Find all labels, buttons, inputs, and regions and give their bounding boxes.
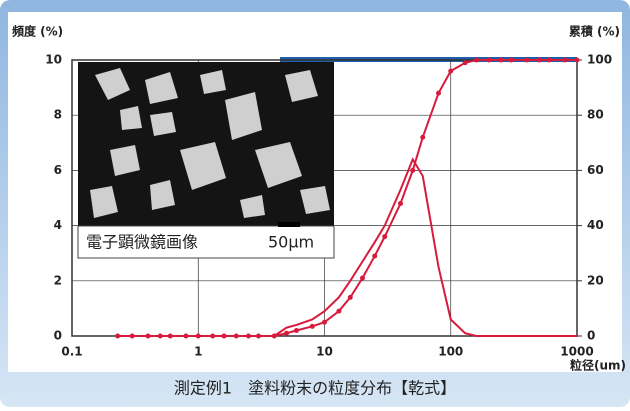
point bbox=[508, 58, 513, 63]
point bbox=[463, 60, 468, 65]
point bbox=[115, 334, 120, 339]
point bbox=[256, 334, 261, 339]
y-tick-label: 10 bbox=[45, 53, 62, 67]
point bbox=[360, 276, 365, 281]
point bbox=[575, 58, 580, 63]
point bbox=[398, 201, 403, 206]
point bbox=[448, 69, 453, 74]
point bbox=[546, 58, 551, 63]
point bbox=[372, 253, 377, 258]
caption: 測定例1 塗料粉末の粒度分布【乾式】 bbox=[174, 379, 456, 398]
y2-tick-label: 0 bbox=[587, 329, 595, 343]
y-tick-label: 2 bbox=[54, 273, 62, 287]
point bbox=[284, 331, 289, 336]
point bbox=[382, 234, 387, 239]
point bbox=[348, 295, 353, 300]
y-tick-label: 4 bbox=[54, 218, 62, 232]
point bbox=[498, 58, 503, 63]
y2-tick-label: 40 bbox=[587, 218, 604, 232]
x-tick-label: 1 bbox=[194, 345, 202, 359]
y-tick-label: 6 bbox=[54, 163, 62, 177]
point bbox=[474, 58, 479, 63]
point bbox=[196, 334, 201, 339]
point bbox=[168, 334, 173, 339]
y2-tick-label: 60 bbox=[587, 163, 604, 177]
point bbox=[184, 334, 189, 339]
x-tick-label: 1000 bbox=[560, 345, 593, 359]
point bbox=[130, 334, 135, 339]
y-tick-label: 0 bbox=[54, 329, 62, 343]
point bbox=[246, 334, 251, 339]
chart: 頻度 (%) 累積 (%) 粒径(um) 測定例1 塗料粉末の粒度分布【乾式】 … bbox=[0, 0, 630, 407]
point bbox=[210, 334, 215, 339]
point bbox=[524, 58, 529, 63]
x-axis-label: 粒径(um) bbox=[570, 358, 626, 373]
x-tick-label: 100 bbox=[438, 345, 463, 359]
point bbox=[562, 58, 567, 63]
point bbox=[336, 309, 341, 314]
y2-tick-label: 80 bbox=[587, 108, 604, 122]
y2-axis-label: 累積 (%) bbox=[569, 24, 620, 39]
point bbox=[272, 334, 277, 339]
inset: 電子顕微鏡画像 50μm bbox=[78, 62, 334, 258]
y2-tick-label: 20 bbox=[587, 273, 604, 287]
point bbox=[158, 334, 163, 339]
point bbox=[146, 334, 151, 339]
y2-tick-label: 100 bbox=[587, 53, 612, 67]
y-axis-label: 頻度 (%) bbox=[12, 24, 63, 39]
point bbox=[436, 91, 441, 96]
point bbox=[536, 58, 541, 63]
scale-label: 50μm bbox=[268, 233, 314, 252]
scale-bar bbox=[278, 222, 300, 227]
x-tick-label: 0.1 bbox=[61, 345, 82, 359]
point bbox=[294, 328, 299, 333]
point bbox=[322, 320, 327, 325]
inset-caption: 電子顕微鏡画像 bbox=[86, 233, 198, 252]
point bbox=[486, 58, 491, 63]
point bbox=[410, 168, 415, 173]
y-tick-label: 8 bbox=[54, 108, 62, 122]
point bbox=[234, 334, 239, 339]
point bbox=[420, 135, 425, 140]
point bbox=[222, 334, 227, 339]
x-tick-label: 10 bbox=[316, 345, 333, 359]
point bbox=[310, 324, 315, 329]
